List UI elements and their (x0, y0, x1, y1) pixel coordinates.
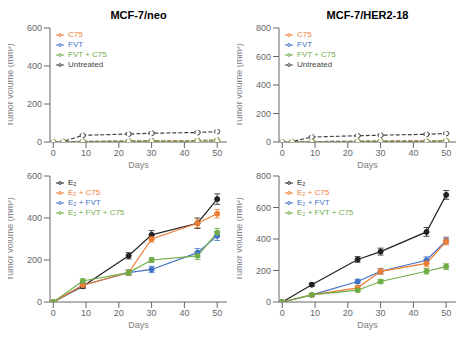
svg-text:200: 200 (256, 266, 271, 276)
svg-text:Days: Days (357, 160, 378, 170)
svg-text:600: 600 (256, 52, 271, 62)
html-text:E₂ + C75: E₂ + C75 (297, 188, 330, 197)
svg-text:Tumor volume (mm³): Tumor volume (mm³) (8, 43, 15, 127)
svg-text:800: 800 (256, 23, 271, 33)
svg-text:600: 600 (27, 171, 42, 181)
html-text:E₂ + FVT + C75: E₂ + FVT + C75 (68, 208, 125, 217)
html-text:MCF-7/HER2-18: MCF-7/HER2-18 (326, 9, 409, 21)
svg-text:20: 20 (114, 148, 124, 158)
svg-text:40: 40 (179, 148, 189, 158)
svg-text:0: 0 (280, 148, 285, 158)
svg-text:200: 200 (27, 255, 42, 265)
svg-text:40: 40 (179, 308, 189, 318)
svg-text:Days: Days (128, 160, 149, 170)
html-text:FVT + C75: FVT + C75 (297, 50, 336, 59)
html-text:MCF-7/neo: MCF-7/neo (110, 9, 167, 21)
html-text:C75: C75 (68, 30, 83, 39)
html-text:E₂ + C75: E₂ + C75 (68, 188, 101, 197)
svg-text:0: 0 (266, 297, 271, 307)
svg-text:Tumor volume (mm³): Tumor volume (mm³) (8, 197, 15, 281)
svg-text:0: 0 (37, 297, 42, 307)
svg-text:50: 50 (212, 308, 222, 318)
svg-text:10: 10 (310, 308, 320, 318)
svg-text:0: 0 (51, 308, 56, 318)
svg-text:0: 0 (266, 137, 271, 147)
svg-text:600: 600 (256, 203, 271, 213)
svg-text:0: 0 (280, 308, 285, 318)
svg-text:10: 10 (81, 148, 91, 158)
svg-text:200: 200 (256, 109, 271, 119)
svg-text:400: 400 (27, 213, 42, 223)
svg-text:Days: Days (128, 320, 149, 330)
html-text:Untreated: Untreated (297, 60, 333, 69)
html-text:E₂ + FVT + C75: E₂ + FVT + C75 (297, 208, 354, 217)
svg-text:50: 50 (441, 148, 451, 158)
html-text:E₂ + FVT: E₂ + FVT (297, 198, 330, 207)
html-text:FVT: FVT (68, 40, 84, 49)
svg-text:600: 600 (27, 23, 42, 33)
svg-text:Tumor volume (mm³): Tumor volume (mm³) (237, 43, 244, 127)
svg-text:30: 30 (376, 308, 386, 318)
html-text:FVT + C75: FVT + C75 (68, 50, 107, 59)
html-text:FVT: FVT (297, 40, 313, 49)
html-text:E₂: E₂ (297, 178, 306, 187)
svg-text:40: 40 (408, 148, 418, 158)
svg-text:40: 40 (408, 308, 418, 318)
html-text:E₂ + FVT: E₂ + FVT (68, 198, 101, 207)
svg-text:400: 400 (27, 61, 42, 71)
html-text:C75: C75 (297, 30, 312, 39)
svg-text:30: 30 (147, 148, 157, 158)
html-text:Untreated: Untreated (68, 60, 104, 69)
svg-text:400: 400 (256, 234, 271, 244)
svg-text:400: 400 (256, 80, 271, 90)
svg-text:50: 50 (212, 148, 222, 158)
svg-text:800: 800 (256, 171, 271, 181)
svg-text:30: 30 (147, 308, 157, 318)
html-text:E₂: E₂ (68, 178, 77, 187)
svg-text:10: 10 (81, 308, 91, 318)
svg-text:20: 20 (114, 308, 124, 318)
svg-text:30: 30 (376, 148, 386, 158)
svg-text:Tumor volume (mm³): Tumor volume (mm³) (237, 197, 244, 281)
svg-text:50: 50 (441, 308, 451, 318)
svg-text:20: 20 (343, 308, 353, 318)
svg-text:0: 0 (51, 148, 56, 158)
svg-text:Days: Days (357, 320, 378, 330)
svg-text:0: 0 (37, 137, 42, 147)
svg-text:20: 20 (343, 148, 353, 158)
svg-text:200: 200 (27, 99, 42, 109)
svg-text:10: 10 (310, 148, 320, 158)
